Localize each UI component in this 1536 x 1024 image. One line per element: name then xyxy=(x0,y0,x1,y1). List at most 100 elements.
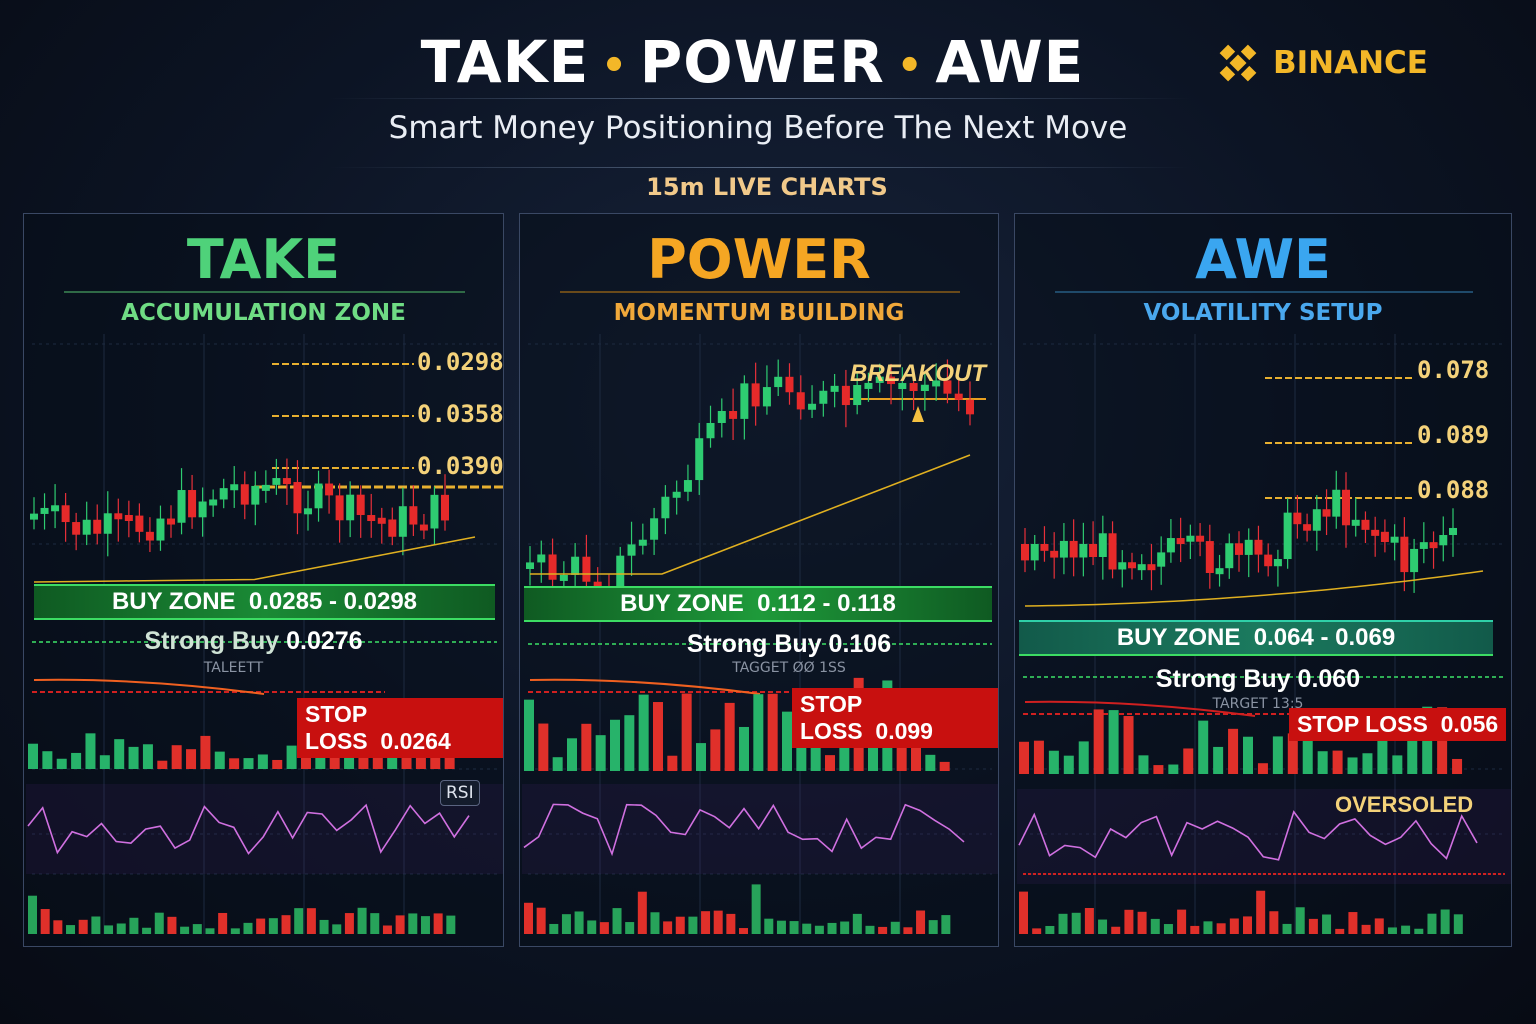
volume-bar xyxy=(751,884,761,934)
strong-buy: Strong Buy 0.060 xyxy=(1005,665,1511,694)
candle xyxy=(875,376,884,383)
volume-bar xyxy=(1256,890,1266,934)
candle xyxy=(314,483,323,509)
volume-bar xyxy=(612,908,622,934)
candle xyxy=(377,517,386,524)
volume-bar xyxy=(167,916,177,934)
stop-loss-value: 0.0264 xyxy=(380,728,451,754)
buy-zone: BUY ZONE 0.0285 - 0.0298 xyxy=(34,584,495,620)
strong-buy-value: 0.106 xyxy=(828,630,892,658)
candle xyxy=(1079,543,1088,558)
volume-bar xyxy=(681,693,692,771)
volume-bar xyxy=(395,915,405,934)
volume-bar xyxy=(625,922,635,934)
candle xyxy=(1429,542,1438,549)
candle xyxy=(1254,539,1263,555)
volume-bar xyxy=(724,702,735,771)
candle xyxy=(167,518,175,525)
candle xyxy=(51,505,60,512)
volume-bar xyxy=(925,754,936,771)
stop-loss: STOP LOSS 0.056 xyxy=(1289,708,1507,741)
buy-zone-value: 0.112 - 0.118 xyxy=(757,590,896,617)
price-level: 0.078 xyxy=(1417,356,1490,384)
volume-bar xyxy=(767,693,778,771)
volume-bar xyxy=(71,752,82,769)
candle xyxy=(177,490,186,523)
volume-bar xyxy=(129,917,139,934)
candle xyxy=(356,494,365,516)
volume-bar xyxy=(1138,755,1149,774)
candle xyxy=(1400,536,1409,573)
stop-loss-label: STOP LOSS xyxy=(305,701,368,754)
candle xyxy=(943,380,952,394)
panel-subtitle: VOLATILITY SETUP xyxy=(1143,300,1383,326)
volume-bar xyxy=(332,924,342,934)
volume-bar xyxy=(1033,740,1044,774)
candle xyxy=(920,384,929,392)
volume-bar xyxy=(420,916,430,934)
buy-zone: BUY ZONE 0.112 - 0.118 xyxy=(524,586,992,622)
volume-bar xyxy=(157,760,168,769)
title-power: POWER xyxy=(639,28,885,96)
candle xyxy=(1040,543,1049,551)
price-level: 0.088 xyxy=(1417,476,1490,504)
volume-bar xyxy=(200,735,211,769)
volume-bar xyxy=(637,891,647,934)
buy-zone-label: BUY ZONE xyxy=(111,588,236,615)
candle xyxy=(1128,562,1136,569)
volume-bar xyxy=(890,921,900,934)
volume-bar xyxy=(1203,921,1213,934)
volume-bar xyxy=(865,925,875,934)
volume-bar xyxy=(268,918,278,934)
title-take: TAKE xyxy=(420,28,590,96)
candle xyxy=(808,403,817,410)
volume-bar xyxy=(1374,918,1384,934)
stop-loss-label: STOP LOSS xyxy=(800,691,863,744)
separator-dot: • xyxy=(601,42,628,89)
volume-bar xyxy=(218,912,228,934)
candle xyxy=(751,383,760,407)
volume-bar xyxy=(192,924,202,934)
volume-bar xyxy=(116,923,126,934)
volume-bar xyxy=(524,699,534,771)
volume-bar xyxy=(538,723,549,771)
candle xyxy=(1332,489,1341,517)
candle xyxy=(230,484,239,491)
candle xyxy=(1050,550,1059,558)
volume-bar xyxy=(433,913,443,934)
candle xyxy=(198,501,207,518)
candle xyxy=(1449,527,1457,536)
volume-bar xyxy=(878,926,888,934)
volume-bar xyxy=(1071,912,1081,934)
volume-bar xyxy=(814,925,824,934)
candle xyxy=(325,483,334,496)
volume-bar xyxy=(1440,909,1450,934)
volume-bar xyxy=(675,916,685,934)
candle xyxy=(1351,519,1360,526)
candle xyxy=(1273,559,1282,567)
volume-bar xyxy=(710,729,721,771)
volume-bar xyxy=(370,913,380,934)
candle xyxy=(1137,564,1146,571)
volume-bar xyxy=(764,918,774,934)
candle xyxy=(293,482,302,514)
candle xyxy=(706,422,715,439)
volume-bar xyxy=(1163,924,1173,934)
strong-buy-label: Strong Buy xyxy=(1155,665,1291,693)
volume-bar xyxy=(868,741,878,771)
volume-bar xyxy=(1414,928,1424,934)
trend-line xyxy=(529,678,761,695)
volume-bar xyxy=(1048,750,1059,774)
volume-bar xyxy=(1198,720,1209,774)
volume-bar xyxy=(1078,741,1089,774)
candle xyxy=(853,384,862,406)
volume-bar xyxy=(1347,757,1358,774)
volume-bar xyxy=(142,744,153,769)
oversold-label: OVERSOLED xyxy=(1335,792,1474,817)
volume-bar xyxy=(286,745,297,769)
candle xyxy=(559,574,568,581)
volume-bar xyxy=(624,715,635,771)
candle xyxy=(1021,544,1029,561)
candle xyxy=(616,555,625,589)
main-title: TAKE • POWER • AWE xyxy=(0,28,1505,96)
